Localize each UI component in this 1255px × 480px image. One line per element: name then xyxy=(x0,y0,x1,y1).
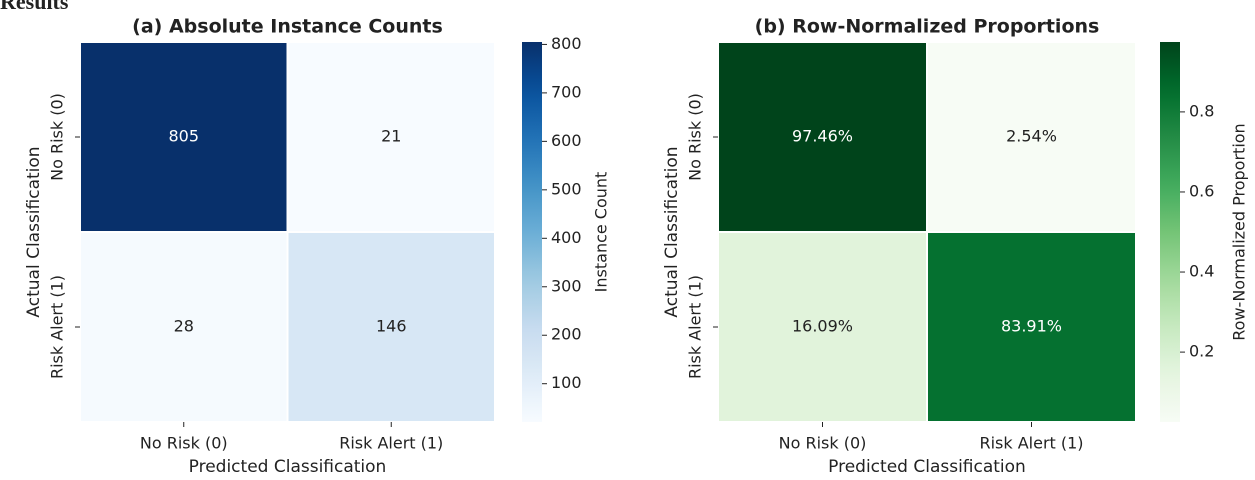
x-tick-label: No Risk (0) xyxy=(140,434,228,453)
heatmap-cell xyxy=(717,231,928,423)
y-tick-label: Risk Alert (1) xyxy=(686,275,705,379)
cell-label: 16.09% xyxy=(792,317,853,336)
colorbar-tick-label: 200 xyxy=(551,325,582,344)
heatmap-cell xyxy=(79,231,289,423)
x-tick-label: No Risk (0) xyxy=(779,434,867,453)
heading: Results xyxy=(0,0,69,14)
colorbar-tick-label: 0.4 xyxy=(1189,262,1214,281)
heatmap-cell xyxy=(926,231,1137,423)
heatmap-cell xyxy=(286,41,496,233)
colorbar-tick-label: 500 xyxy=(551,179,582,198)
x-tick-label: Risk Alert (1) xyxy=(979,434,1083,453)
x-axis-label: Predicted Classification xyxy=(828,457,1026,477)
colorbar-tick-label: 0.8 xyxy=(1189,101,1214,120)
colorbar xyxy=(522,42,542,422)
chart-title: (a) Absolute Instance Counts xyxy=(132,16,443,38)
chart-title: (b) Row-Normalized Proportions xyxy=(755,16,1100,38)
y-tick-label: No Risk (0) xyxy=(48,93,67,181)
heatmap-cell xyxy=(79,41,289,233)
x-axis-label: Predicted Classification xyxy=(189,457,387,477)
colorbar-tick-label: 700 xyxy=(551,82,582,101)
y-tick-label: No Risk (0) xyxy=(686,93,705,181)
colorbar-tick-label: 800 xyxy=(551,34,582,53)
colorbar xyxy=(1160,42,1180,422)
cell-label: 97.46% xyxy=(792,127,853,146)
heatmap-cell xyxy=(286,231,496,423)
x-tick-label: Risk Alert (1) xyxy=(339,434,443,453)
cell-label: 2.54% xyxy=(1006,127,1057,146)
y-tick-label: Risk Alert (1) xyxy=(48,275,67,379)
heatmap-cell xyxy=(926,41,1137,233)
colorbar-tick-label: 400 xyxy=(551,228,582,247)
colorbar-label: Instance Count xyxy=(592,172,611,293)
colorbar-tick-label: 0.2 xyxy=(1189,342,1214,361)
cell-label: 146 xyxy=(376,317,407,336)
colorbar-label: Row-Normalized Proportion xyxy=(1230,123,1249,340)
y-axis-label: Actual Classification xyxy=(662,146,682,317)
cell-label: 21 xyxy=(381,127,401,146)
y-axis-label: Actual Classification xyxy=(24,146,44,317)
colorbar-tick-label: 0.6 xyxy=(1189,181,1214,200)
colorbar-tick-label: 600 xyxy=(551,131,582,150)
cell-label: 805 xyxy=(168,127,199,146)
colorbar-tick-label: 300 xyxy=(551,276,582,295)
colorbar-tick-label: 100 xyxy=(551,373,582,392)
cell-label: 83.91% xyxy=(1001,317,1062,336)
cell-label: 28 xyxy=(174,317,194,336)
